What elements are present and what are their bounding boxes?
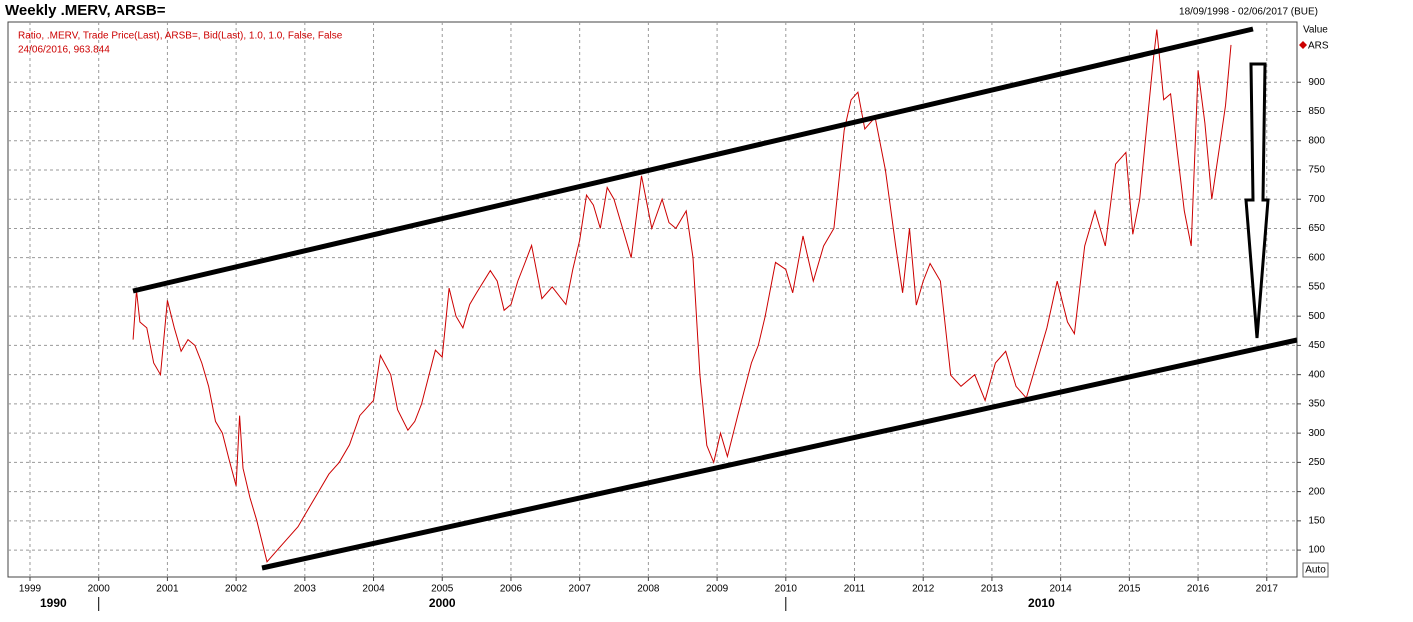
x-tick-label: 2017 [1256,584,1279,595]
y-tick-label: 800 [1308,135,1325,146]
legend-text: Ratio, .MERV, Trade Price(Last), ARSB=, … [18,31,343,42]
y-tick-label: 250 [1308,457,1325,468]
y-tick-label: 750 [1308,165,1325,176]
upper-trend-line [132,26,1254,294]
y-tick-label: 150 [1308,515,1325,526]
x-tick-label: 1999 [19,584,42,595]
y-tick-label: 650 [1308,223,1325,234]
decade-label: 2000 [429,596,456,610]
y-axis-label: Value [1303,25,1328,36]
marks [132,29,1232,563]
x-tick-label: 2011 [844,584,866,595]
y-tick-label: 500 [1308,311,1325,322]
y-tick-label: 400 [1308,369,1325,380]
x-tick-label: 2014 [1050,584,1073,595]
x-tick-label: 2010 [775,584,798,595]
x-tick-label: 2007 [569,584,592,595]
y-tick-label: 450 [1308,340,1325,351]
y-tick-label: 300 [1308,428,1325,439]
x-tick-label: 2016 [1187,584,1210,595]
x-tick-label: 2015 [1118,584,1141,595]
decade-label: 1990 [40,596,67,610]
decade-label: 2010 [1028,596,1055,610]
legend-entry: ARS [1308,41,1329,52]
x-tick-label: 2001 [156,584,179,595]
y-tick-label: 700 [1308,194,1325,205]
x-tick-label: 2013 [981,584,1004,595]
y-tick-label: 100 [1308,545,1325,556]
y-tick-label: 200 [1308,486,1325,497]
y-tick-label: 850 [1308,106,1325,117]
series-line [132,29,1232,563]
x-tick-label: 2005 [431,584,454,595]
plot-frame [7,21,1298,578]
x-tick-label: 2003 [294,584,317,595]
y-tick-label: 600 [1308,252,1325,263]
x-tick-label: 2006 [500,584,523,595]
x-tick-label: 2004 [362,584,385,595]
x-tick-label: 2002 [225,584,248,595]
down-arrow [1244,62,1270,339]
legend-swatch [1299,41,1307,49]
auto-button[interactable] [1302,562,1329,578]
grid [8,22,1297,577]
auto-label: Auto [1305,565,1326,576]
lower-trend-line [261,337,1298,571]
x-tick-label: 2012 [912,584,935,595]
date-range: 18/09/1998 - 02/06/2017 (BUE) [1179,7,1318,18]
x-tick-label: 2009 [706,584,729,595]
x-tick-label: 2008 [637,584,660,595]
y-tick-label: 900 [1308,77,1325,88]
x-tick-label: 2000 [88,584,111,595]
y-tick-label: 550 [1308,282,1325,293]
chart-title: Weekly .MERV, ARSB= [5,2,166,19]
last-point-label: 24/06/2016, 963.844 [18,45,110,56]
y-tick-label: 350 [1308,399,1325,410]
